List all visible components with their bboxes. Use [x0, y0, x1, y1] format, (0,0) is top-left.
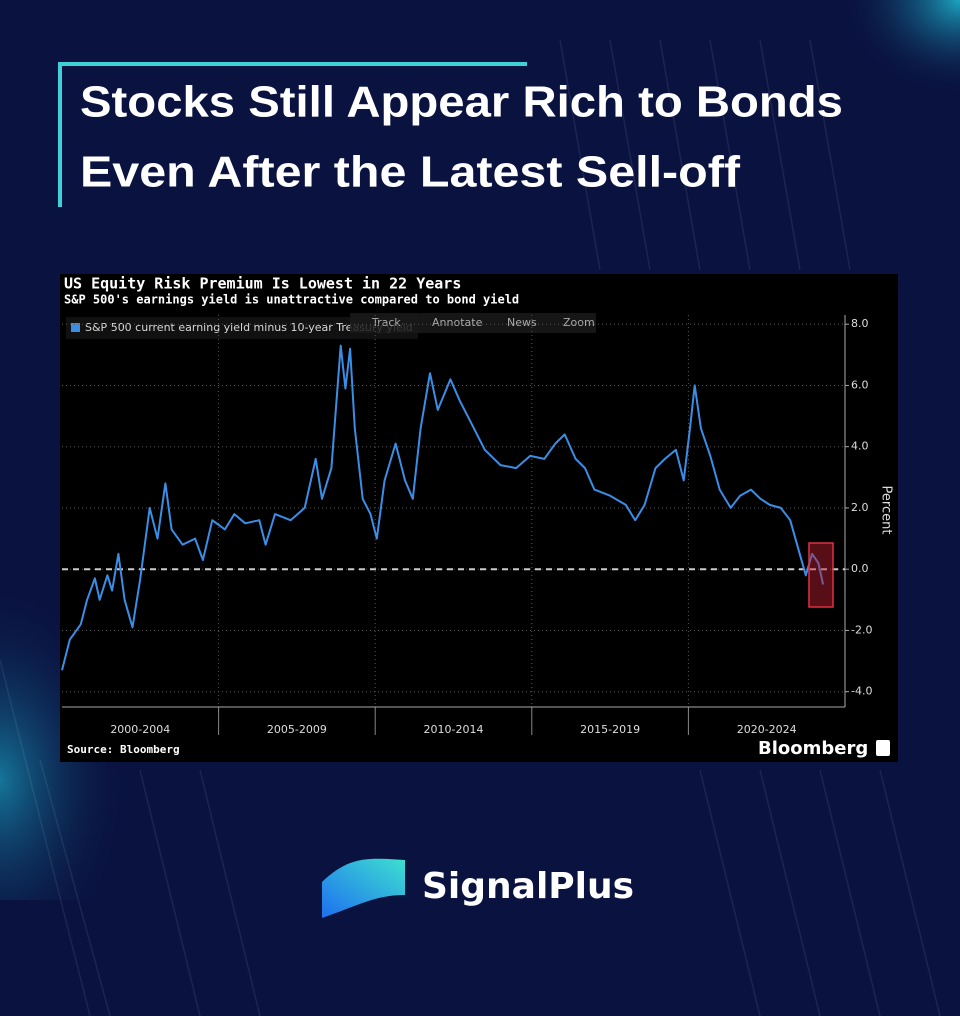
x-tick-label: 2020-2024	[737, 723, 797, 736]
chart-bg	[60, 274, 898, 762]
glow	[760, 0, 960, 160]
x-tick-label: 2010-2014	[424, 723, 484, 736]
headline: Stocks Still Appear Rich to Bonds	[80, 78, 843, 127]
toolbar-item[interactable]: Zoom	[563, 316, 595, 329]
brand-name: SignalPlus	[422, 866, 634, 907]
brand-logo	[322, 858, 405, 918]
y-tick-label: 0.0	[851, 562, 869, 575]
y-tick-label: 6.0	[851, 378, 869, 391]
x-tick-label: 2015-2019	[580, 723, 640, 736]
chart-title: US Equity Risk Premium Is Lowest in 22 Y…	[64, 275, 461, 293]
highlight-box	[808, 542, 834, 608]
logo-icon	[876, 740, 890, 756]
accent-line	[58, 62, 527, 207]
x-tick-label: 2000-2004	[110, 723, 170, 736]
chart: US Equity Risk Premium Is Lowest in 22 Y…	[60, 274, 898, 762]
y-tick-label: -4.0	[851, 685, 872, 698]
x-tick-label: 2005-2009	[267, 723, 327, 736]
legend-box	[66, 317, 418, 339]
legend-swatch	[71, 323, 80, 332]
y-tick-label: 8.0	[851, 317, 869, 330]
toolbar-item[interactable]: Annotate	[432, 316, 483, 329]
toolbar-item[interactable]: Track	[371, 316, 401, 329]
headline: Even After the Latest Sell-off	[80, 148, 740, 197]
logo-text: Bloomberg	[758, 738, 868, 759]
y-tick-label: 4.0	[851, 440, 869, 453]
y-tick-label: 2.0	[851, 501, 869, 514]
y-tick-label: -2.0	[851, 623, 872, 636]
decor-lines	[0, 39, 941, 1016]
source: Source: Bloomberg	[67, 743, 180, 756]
chart-subtitle: S&P 500's earnings yield is unattractive…	[64, 293, 519, 307]
toolbar	[350, 313, 596, 333]
y-axis-label: Percent	[879, 486, 894, 535]
toolbar-item[interactable]: News	[507, 316, 537, 329]
data-line	[61, 344, 825, 671]
